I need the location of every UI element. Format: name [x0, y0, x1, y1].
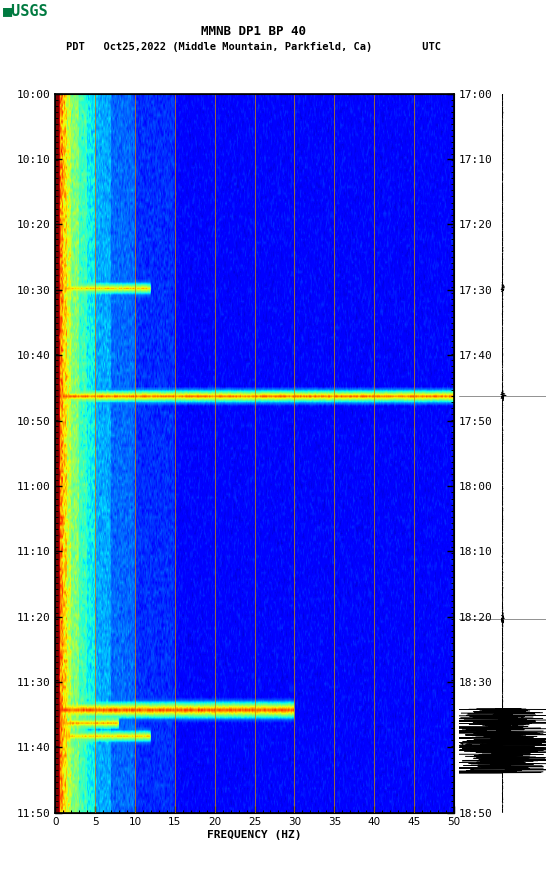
X-axis label: FREQUENCY (HZ): FREQUENCY (HZ)	[208, 830, 302, 840]
Text: ■USGS: ■USGS	[3, 3, 49, 18]
Text: MMNB DP1 BP 40: MMNB DP1 BP 40	[201, 25, 306, 38]
Text: PDT   Oct25,2022 (Middle Mountain, Parkfield, Ca)        UTC: PDT Oct25,2022 (Middle Mountain, Parkfie…	[66, 42, 442, 53]
